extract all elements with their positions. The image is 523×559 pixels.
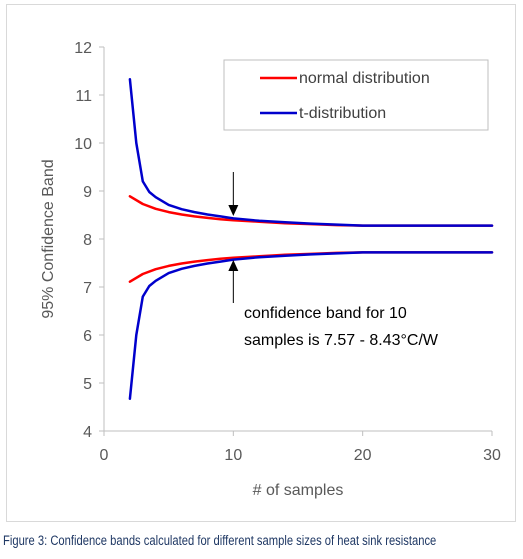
x-axis-title: # of samples	[253, 482, 344, 499]
x-tick-label: 30	[483, 447, 501, 464]
legend: normal distribution t-distribution	[223, 59, 489, 131]
x-tick-label: 0	[100, 447, 109, 464]
y-tick-label: 9	[83, 184, 92, 201]
legend-box	[223, 59, 489, 131]
x-tick-label: 20	[354, 447, 372, 464]
y-tick-label: 8	[83, 232, 92, 249]
annotation-line-1: confidence band for 10	[244, 305, 407, 322]
y-tick-label: 5	[83, 376, 92, 393]
legend-label-t: t-distribution	[299, 105, 386, 122]
annotation-arrow-down-head	[228, 205, 239, 216]
axes-layer: 4 5 6 7 8 9 10 11 12 0 10 20 30	[74, 40, 501, 464]
legend-label-normal: normal distribution	[299, 70, 430, 87]
figure-caption: Figure 3: Confidence bands calculated fo…	[3, 533, 437, 548]
series-line-t-distribution-lower	[128, 251, 494, 401]
y-tick-label: 11	[75, 88, 92, 105]
y-tick-label: 7	[83, 280, 92, 297]
confidence-band-chart: 4 5 6 7 8 9 10 11 12 0 10 20 30 confidence band for …	[40, 40, 501, 499]
annotation-arrow-up-head	[228, 260, 239, 271]
series-line-t-distribution-upper	[128, 77, 494, 227]
y-axis-title: 95% Confidence Band	[40, 159, 57, 318]
y-tick-label: 4	[83, 424, 92, 441]
y-tick-label: 12	[74, 40, 92, 57]
annotation-line-2: samples is 7.57 - 8.43°C/W	[244, 332, 439, 349]
x-tick-label: 10	[224, 447, 242, 464]
y-tick-label: 10	[74, 136, 92, 153]
series-layer	[128, 77, 494, 401]
annotation-layer: confidence band for 10 samples is 7.57 -…	[228, 172, 439, 349]
y-tick-label: 6	[83, 328, 92, 345]
